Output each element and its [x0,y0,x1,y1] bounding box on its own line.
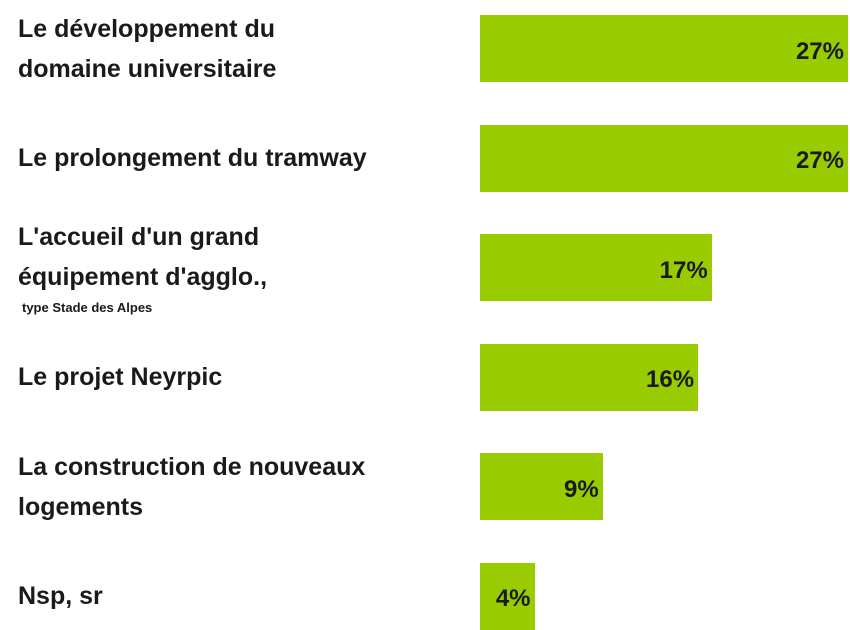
bar: 16% [480,343,699,411]
category-label: La construction de nouveaux logements [18,447,368,527]
category-label: Nsp, sr [18,576,368,616]
bar: 17% [480,234,712,301]
category-text: Le prolongement du tramway [18,144,367,172]
category-sublabel: type Stade des Alpes [22,299,153,315]
bar-row: Le prolongement du tramway 27% [0,124,850,192]
category-text: L'accueil d'un grand équipement d'agglo.… [18,222,268,291]
category-label: Le projet Neyrpic [18,357,368,397]
bar-row: L'accueil d'un grand équipement d'agglo.… [0,223,850,315]
value-label: 4% [495,584,531,612]
category-text: Nsp, sr [18,582,103,610]
category-text: Le développement du domaine universitair… [18,14,277,83]
value-label: 27% [795,146,844,174]
bar-row: Le projet Neyrpic 16% [0,343,850,411]
bar: 27% [480,124,848,192]
value-label: 27% [795,37,844,65]
bar-row: Nsp, sr 4% [0,562,850,630]
value-label: 17% [659,256,708,284]
category-label: Le développement du domaine universitair… [18,9,368,89]
bar-row: Le développement du domaine universitair… [0,15,850,83]
bar-row: La construction de nouveaux logements 9% [0,453,850,521]
category-text: Le projet Neyrpic [18,363,223,391]
value-label: 9% [563,475,599,503]
category-text: La construction de nouveaux logements [18,452,366,521]
bar: 4% [480,562,535,630]
value-label: 16% [646,365,695,393]
category-label: Le prolongement du tramway [18,138,368,178]
bar: 9% [480,453,603,520]
bar: 27% [480,15,848,82]
category-label: L'accueil d'un grand équipement d'agglo.… [18,217,368,319]
